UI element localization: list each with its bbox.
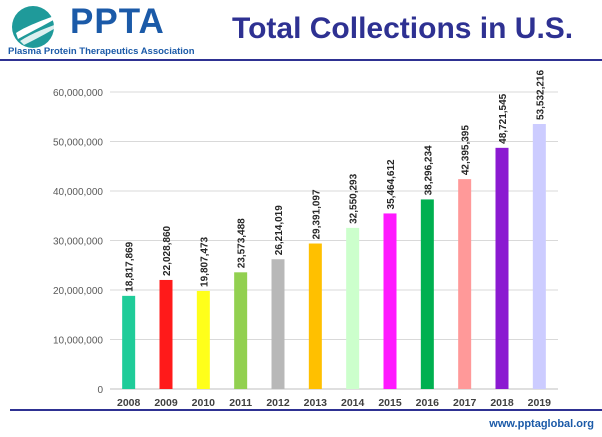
bar-2009 — [159, 279, 173, 389]
bar-2017 — [458, 179, 472, 389]
data-label-2014: 32,550,293 — [349, 173, 360, 223]
x-tick-label-2008: 2008 — [117, 397, 141, 409]
bar-2016 — [420, 199, 434, 389]
data-label-2010: 19,807,473 — [199, 236, 210, 286]
data-label-2008: 18,817,869 — [125, 241, 136, 291]
bar-2010 — [196, 290, 210, 389]
y-tick-label: 0 — [97, 385, 103, 396]
logo-text: PPTA — [70, 2, 165, 41]
data-label-2018: 48,721,545 — [498, 93, 509, 143]
bar-2018 — [495, 147, 509, 389]
logo-subtitle: Plasma Protein Therapeutics Association — [8, 46, 195, 57]
bar-2008 — [122, 295, 136, 389]
bar-2011 — [234, 272, 248, 389]
data-label-2016: 38,296,234 — [423, 145, 434, 195]
header: PPTA Plasma Protein Therapeutics Associa… — [0, 0, 602, 62]
y-tick-label: 10,000,000 — [53, 336, 103, 347]
bar-2014 — [346, 227, 360, 389]
ppta-logo-icon — [12, 6, 68, 48]
y-tick-label: 50,000,000 — [53, 138, 103, 149]
y-tick-label: 30,000,000 — [53, 237, 103, 248]
data-label-2012: 26,214,019 — [274, 205, 285, 255]
y-tick-label: 40,000,000 — [53, 187, 103, 198]
data-label-2011: 23,573,488 — [237, 218, 248, 268]
header-divider — [0, 59, 602, 61]
bar-2013 — [308, 243, 322, 389]
x-tick-label-2018: 2018 — [490, 397, 514, 409]
x-tick-label-2013: 2013 — [304, 397, 328, 409]
data-label-2013: 29,391,097 — [311, 189, 322, 239]
data-label-2019: 53,532,216 — [535, 70, 546, 120]
x-tick-label-2019: 2019 — [528, 397, 552, 409]
y-tick-label: 60,000,000 — [53, 88, 103, 99]
x-tick-label-2012: 2012 — [266, 397, 290, 409]
y-tick-label: 20,000,000 — [53, 286, 103, 297]
data-label-2009: 22,028,860 — [162, 225, 173, 275]
x-tick-label-2016: 2016 — [416, 397, 440, 409]
x-tick-label-2010: 2010 — [192, 397, 216, 409]
x-tick-label-2011: 2011 — [229, 397, 252, 409]
bar-chart: 0 10,000,000 20,000,000 30,000,000 40,000,00… — [53, 70, 558, 409]
footer-url[interactable]: www.pptaglobal.org — [489, 418, 594, 430]
bar-2012 — [271, 259, 285, 389]
x-tick-label-2009: 2009 — [154, 397, 178, 409]
x-tick-label-2015: 2015 — [378, 397, 402, 409]
data-label-2015: 35,464,612 — [386, 159, 397, 209]
bar-2015 — [383, 213, 397, 389]
data-label-2017: 42,395,395 — [461, 125, 472, 175]
x-tick-label-2017: 2017 — [453, 397, 477, 409]
page-title: Total Collections in U.S. — [232, 12, 574, 45]
footer-divider — [10, 409, 602, 411]
x-tick-label-2014: 2014 — [341, 397, 365, 409]
bar-2019 — [532, 124, 546, 389]
